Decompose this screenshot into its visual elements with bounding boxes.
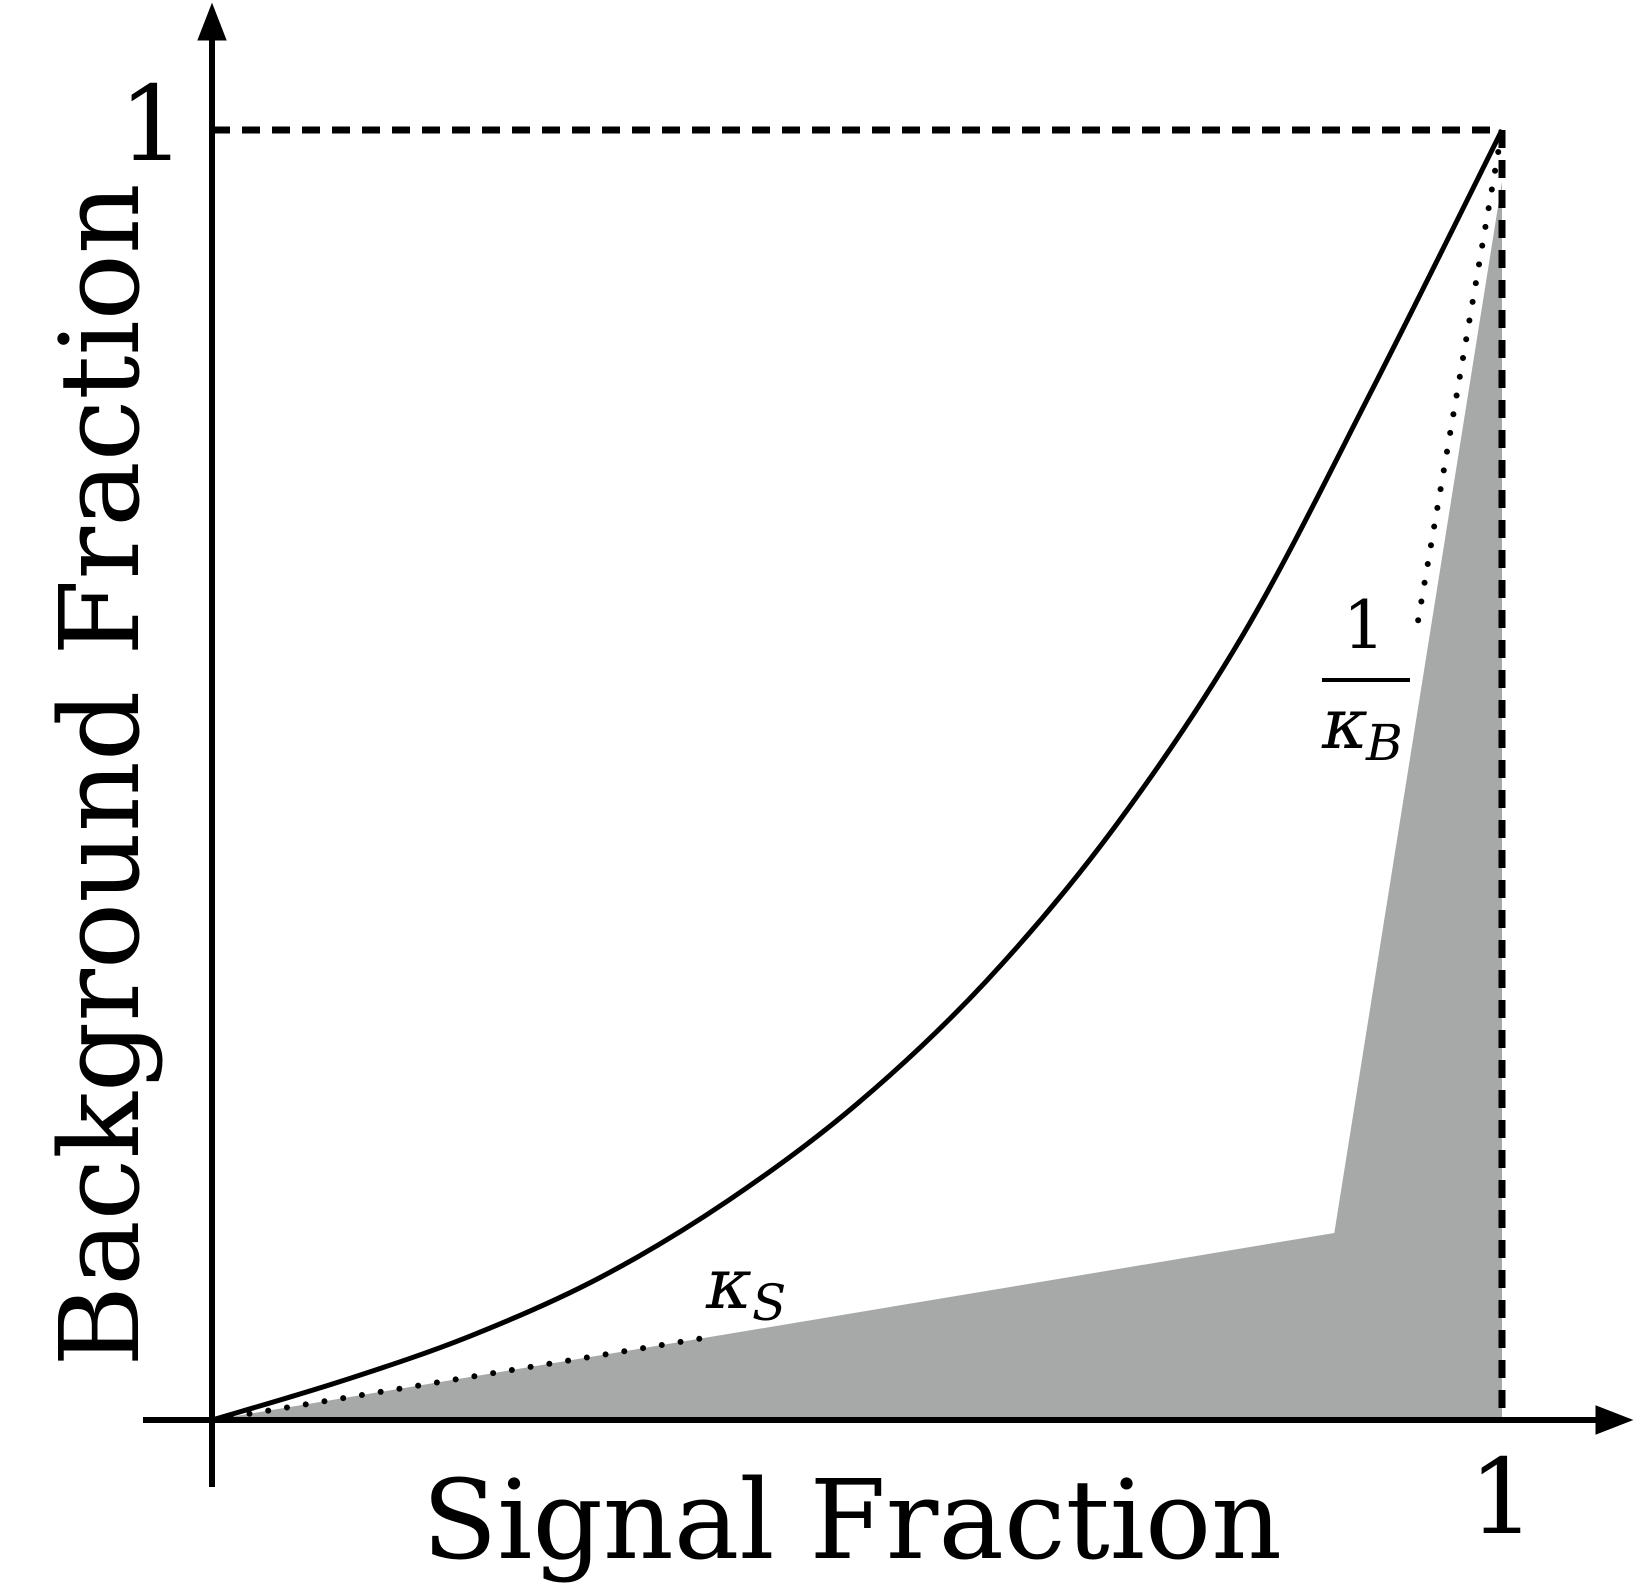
- kappa-b-numerator: 1: [1343, 587, 1385, 664]
- kappa-b-symbol: κ: [1321, 683, 1368, 765]
- kappa-s-label: κ S: [705, 1243, 786, 1332]
- y-axis-label: Background Fraction: [36, 183, 164, 1367]
- x-axis-label: Signal Fraction: [422, 1456, 1282, 1584]
- kappa-b-tangent-line: [1415, 127, 1505, 624]
- kappa-s-subscript: S: [752, 1274, 786, 1332]
- x-axis-arrowhead: [1595, 1405, 1634, 1435]
- shaded-region: [212, 181, 1502, 1421]
- y-tick-label: 1: [119, 63, 185, 185]
- y-axis-arrowhead: [197, 2, 227, 41]
- kappa-b-label: 1 κ B: [1321, 587, 1410, 772]
- efficiency-curve: [211, 128, 1505, 1423]
- kappa-b-subscript: B: [1365, 714, 1403, 772]
- x-tick-label: 1: [1469, 1436, 1535, 1558]
- kappa-s-symbol: κ: [705, 1243, 752, 1325]
